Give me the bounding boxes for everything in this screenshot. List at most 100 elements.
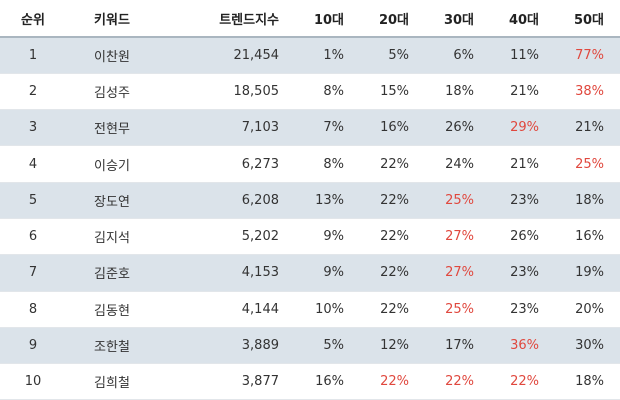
trend-index-cell: 7,103	[158, 109, 295, 147]
age30-cell: 17%	[425, 327, 490, 365]
age10-cell: 8%	[295, 73, 360, 111]
age40-cell: 36%	[490, 327, 555, 365]
age50-cell: 77%	[555, 37, 620, 74]
trend-index-cell: 3,877	[158, 363, 295, 400]
age50-cell: 21%	[555, 109, 620, 147]
keyword-cell: 이찬원	[66, 37, 158, 74]
header-age20: 20대	[360, 0, 425, 38]
age30-cell: 18%	[425, 73, 490, 111]
keyword-cell: 김성주	[66, 73, 158, 111]
age50-cell: 18%	[555, 363, 620, 400]
age40-cell: 22%	[490, 363, 555, 400]
header-trend-index: 트렌드지수	[158, 0, 295, 38]
age20-cell: 15%	[360, 73, 425, 111]
age40-cell: 26%	[490, 218, 555, 256]
trend-index-cell: 3,889	[158, 327, 295, 365]
age10-cell: 9%	[295, 254, 360, 292]
age20-cell: 12%	[360, 327, 425, 365]
age10-cell: 10%	[295, 291, 360, 328]
table-header: 순위 키워드 트렌드지수 10대 20대 30대 40대 50대	[0, 0, 620, 38]
keyword-cell: 장도연	[66, 182, 158, 219]
header-row: 순위 키워드 트렌드지수 10대 20대 30대 40대 50대	[0, 0, 620, 38]
trend-index-cell: 6,273	[158, 145, 295, 183]
table-row: 1 이찬원 21,454 1% 5% 6% 11% 77%	[0, 37, 620, 74]
rank-cell: 4	[0, 145, 66, 183]
age40-cell: 29%	[490, 109, 555, 147]
age30-cell: 26%	[425, 109, 490, 147]
keyword-cell: 김준호	[66, 254, 158, 292]
table-row: 4 이승기 6,273 8% 22% 24% 21% 25%	[0, 145, 620, 183]
age10-cell: 7%	[295, 109, 360, 147]
age30-cell: 25%	[425, 291, 490, 328]
rank-cell: 9	[0, 327, 66, 365]
keyword-cell: 김동현	[66, 291, 158, 328]
age20-cell: 22%	[360, 291, 425, 328]
age40-cell: 11%	[490, 37, 555, 74]
age30-cell: 24%	[425, 145, 490, 183]
header-age30: 30대	[425, 0, 490, 38]
header-age50: 50대	[555, 0, 620, 38]
table-row: 5 장도연 6,208 13% 22% 25% 23% 18%	[0, 182, 620, 219]
age40-cell: 21%	[490, 73, 555, 111]
age40-cell: 23%	[490, 182, 555, 219]
age50-cell: 19%	[555, 254, 620, 292]
rank-cell: 1	[0, 37, 66, 74]
age20-cell: 16%	[360, 109, 425, 147]
table-row: 10 김희철 3,877 16% 22% 22% 22% 18%	[0, 363, 620, 400]
trend-index-cell: 18,505	[158, 73, 295, 111]
trend-index-cell: 5,202	[158, 218, 295, 256]
age20-cell: 22%	[360, 182, 425, 219]
age20-cell: 5%	[360, 37, 425, 74]
rank-cell: 10	[0, 363, 66, 400]
age10-cell: 13%	[295, 182, 360, 219]
header-age10: 10대	[295, 0, 360, 38]
age50-cell: 20%	[555, 291, 620, 328]
age50-cell: 30%	[555, 327, 620, 365]
age20-cell: 22%	[360, 363, 425, 400]
age10-cell: 5%	[295, 327, 360, 365]
trend-index-cell: 6,208	[158, 182, 295, 219]
age50-cell: 38%	[555, 73, 620, 111]
age50-cell: 18%	[555, 182, 620, 219]
rank-cell: 5	[0, 182, 66, 219]
age30-cell: 27%	[425, 218, 490, 256]
table-row: 6 김지석 5,202 9% 22% 27% 26% 16%	[0, 218, 620, 256]
age50-cell: 16%	[555, 218, 620, 256]
age10-cell: 1%	[295, 37, 360, 74]
keyword-cell: 전현무	[66, 109, 158, 147]
table-row: 2 김성주 18,505 8% 15% 18% 21% 38%	[0, 73, 620, 111]
trend-index-cell: 21,454	[158, 37, 295, 74]
age30-cell: 25%	[425, 182, 490, 219]
age10-cell: 9%	[295, 218, 360, 256]
keyword-cell: 조한철	[66, 327, 158, 365]
table-row: 8 김동현 4,144 10% 22% 25% 23% 20%	[0, 291, 620, 328]
age30-cell: 6%	[425, 37, 490, 74]
rank-cell: 8	[0, 291, 66, 328]
age50-cell: 25%	[555, 145, 620, 183]
rank-cell: 6	[0, 218, 66, 256]
age40-cell: 21%	[490, 145, 555, 183]
table-body: 1 이찬원 21,454 1% 5% 6% 11% 77% 2 김성주 18,5…	[0, 37, 620, 400]
age20-cell: 22%	[360, 254, 425, 292]
age10-cell: 8%	[295, 145, 360, 183]
age30-cell: 22%	[425, 363, 490, 400]
age20-cell: 22%	[360, 145, 425, 183]
age40-cell: 23%	[490, 291, 555, 328]
keyword-cell: 이승기	[66, 145, 158, 183]
rank-cell: 7	[0, 254, 66, 292]
header-age40: 40대	[490, 0, 555, 38]
table-row: 3 전현무 7,103 7% 16% 26% 29% 21%	[0, 109, 620, 147]
trend-index-cell: 4,144	[158, 291, 295, 328]
age20-cell: 22%	[360, 218, 425, 256]
rank-cell: 3	[0, 109, 66, 147]
keyword-cell: 김희철	[66, 363, 158, 400]
header-rank: 순위	[0, 0, 66, 38]
rank-cell: 2	[0, 73, 66, 111]
table-row: 9 조한철 3,889 5% 12% 17% 36% 30%	[0, 327, 620, 365]
trend-index-cell: 4,153	[158, 254, 295, 292]
age40-cell: 23%	[490, 254, 555, 292]
age10-cell: 16%	[295, 363, 360, 400]
header-keyword: 키워드	[66, 0, 158, 38]
keyword-cell: 김지석	[66, 218, 158, 256]
